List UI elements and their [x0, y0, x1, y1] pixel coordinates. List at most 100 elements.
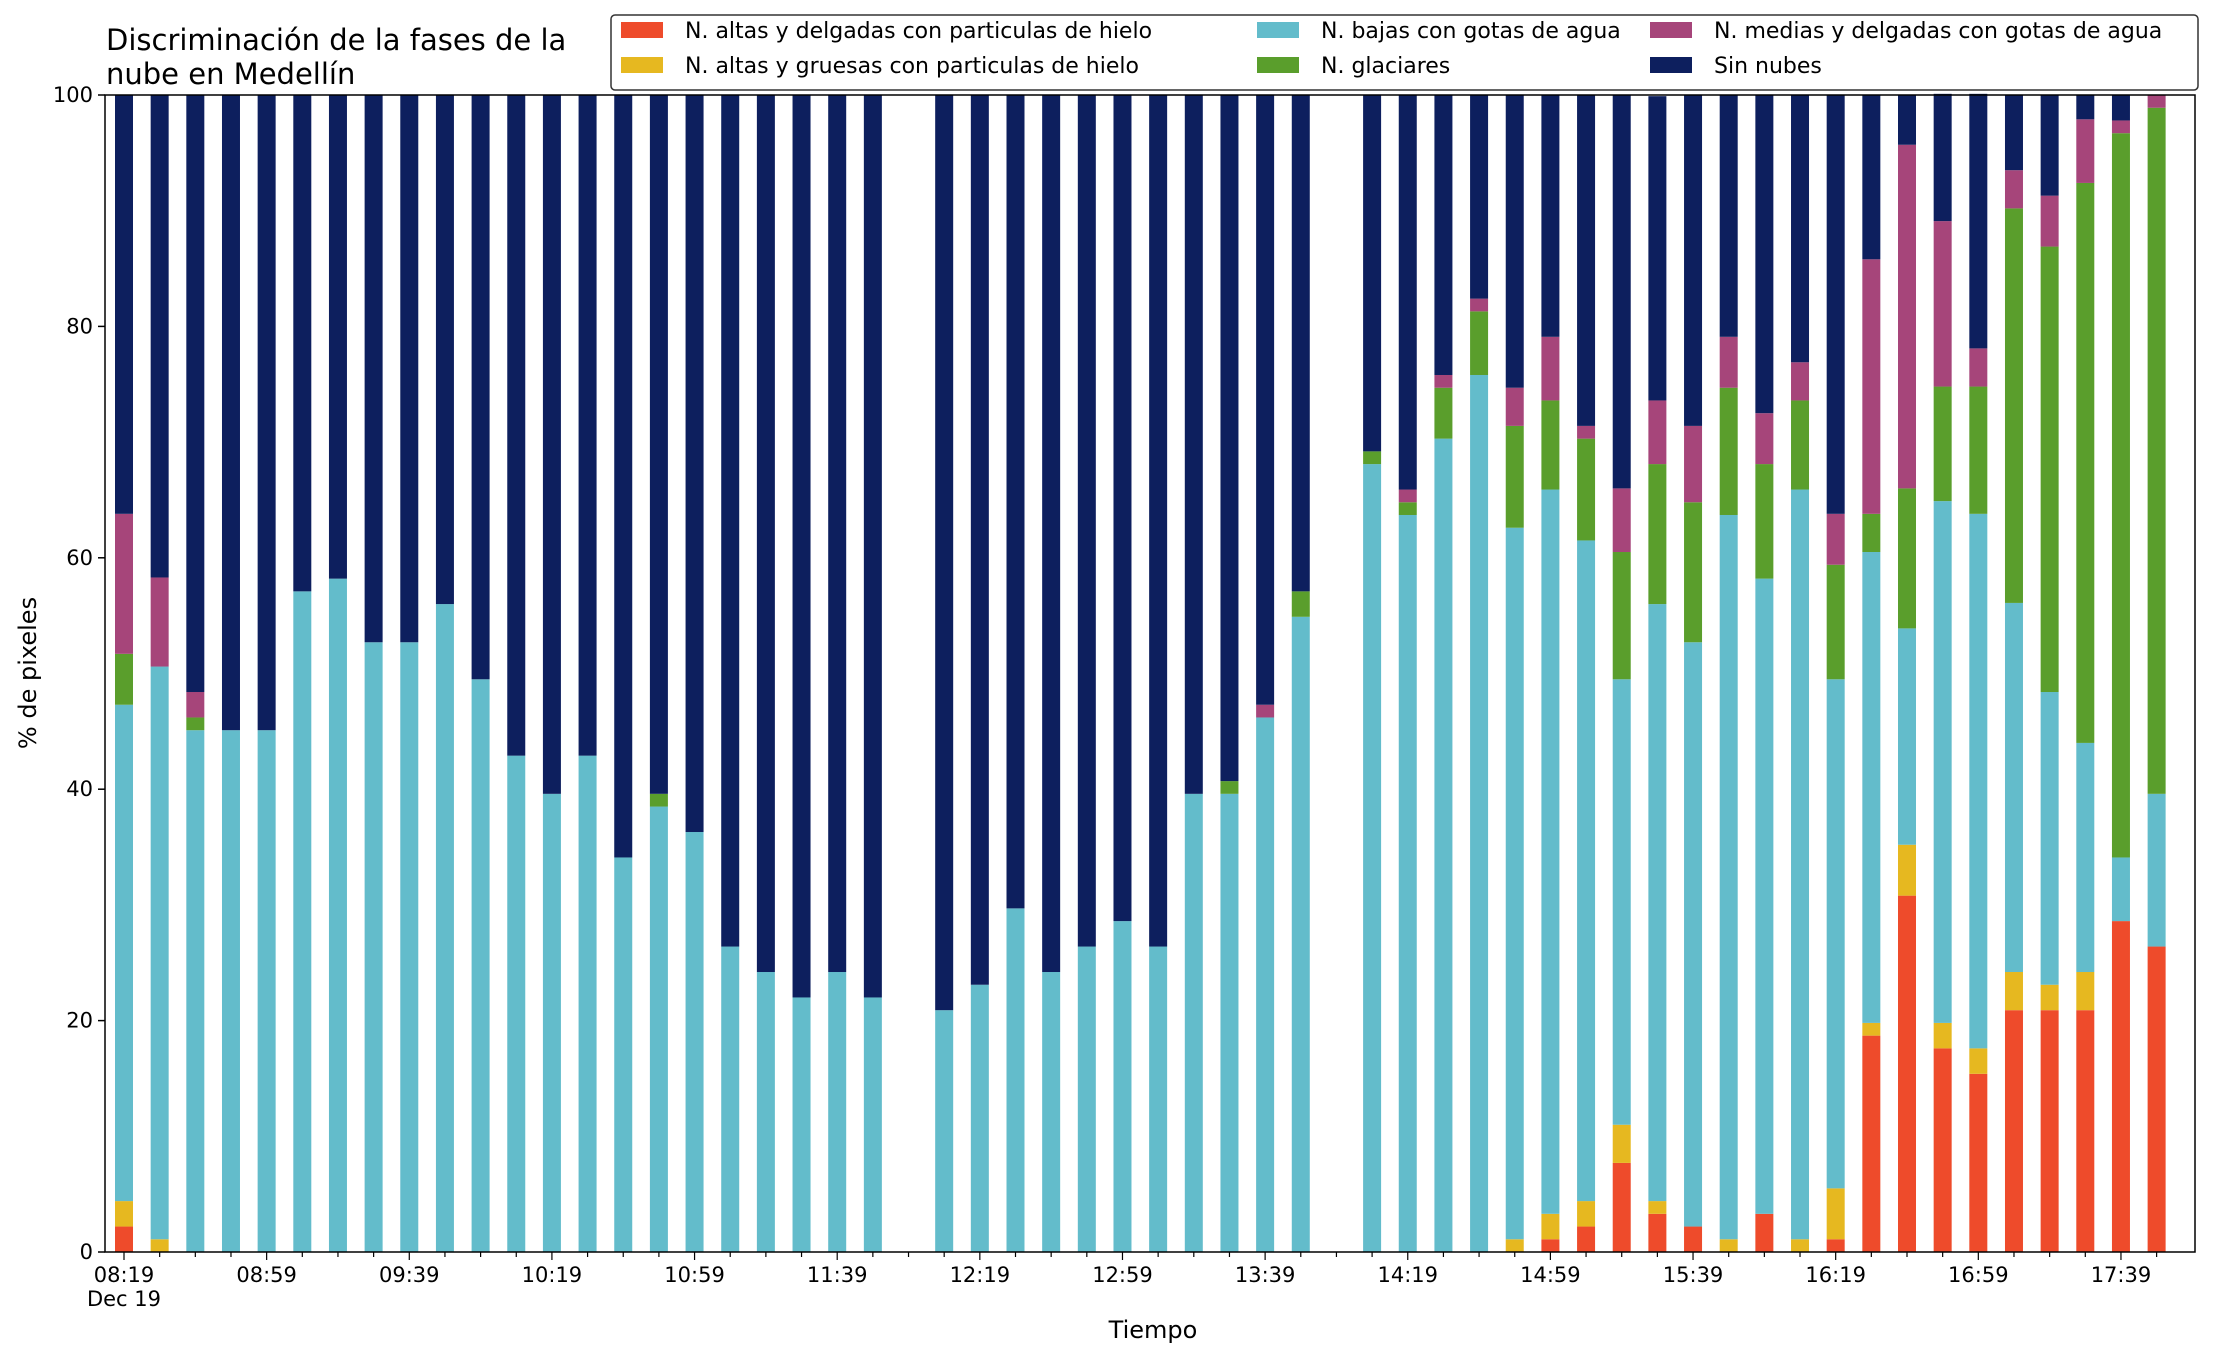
legend-swatch [1650, 57, 1692, 73]
bar-0949-series-2 [435, 604, 454, 1252]
bar-1559-series-2 [1755, 578, 1774, 1214]
bar-1409-series-3 [1363, 451, 1382, 465]
bar-1539-series-0 [1684, 1226, 1703, 1252]
bar-0839-series-4 [186, 692, 205, 718]
y-tick-label: 80 [66, 314, 93, 338]
x-tick-label: 08:19 [94, 1263, 155, 1287]
y-tick-label: 100 [53, 83, 93, 107]
bar-1639-series-1 [1898, 844, 1916, 896]
bar-1709-series-0 [2004, 1010, 2023, 1252]
bar-1459-series-2 [1541, 489, 1560, 1214]
legend-swatch [621, 22, 663, 38]
bar-1459-series-1 [1541, 1213, 1560, 1240]
bar-1659-series-4 [1969, 348, 1988, 387]
bar-1249-series-2 [1077, 946, 1096, 1252]
x-tick-label: 08:59 [236, 1263, 297, 1287]
x-tick-label: 14:19 [1377, 1263, 1438, 1287]
bar-1239-series-2 [1042, 972, 1061, 1252]
legend-label: N. altas y gruesas con particulas de hie… [685, 54, 1139, 79]
bar-1429-series-5 [1434, 95, 1453, 375]
chart-title-line-2: nube en Medellín [106, 57, 355, 91]
bar-1219-series-5 [970, 95, 989, 985]
bar-1439-series-4 [1470, 298, 1489, 312]
bar-1439-series-5 [1470, 95, 1489, 299]
bar-1549-series-4 [1719, 336, 1738, 388]
bar-1459-series-5 [1541, 95, 1560, 337]
bar-1509-series-2 [1577, 540, 1596, 1202]
bar-1639-series-4 [1898, 144, 1916, 489]
bar-1039-series-5 [614, 95, 633, 858]
bar-1529-series-2 [1648, 604, 1667, 1202]
bar-1609-series-3 [1791, 400, 1810, 490]
bar-1419-series-5 [1398, 95, 1417, 490]
bar-1709-series-2 [2004, 602, 2023, 972]
bar-1609-series-1 [1791, 1239, 1810, 1252]
bar-1149-series-5 [863, 95, 882, 998]
bar-0829-series-4 [150, 577, 169, 667]
x-tick-label: 09:39 [379, 1263, 440, 1287]
bar-0929-series-5 [364, 95, 383, 643]
bar-1649-series-3 [1933, 386, 1952, 502]
bar-1049-series-3 [649, 793, 668, 807]
x-tick-label: 14:59 [1520, 1263, 1581, 1287]
bar-1459-series-4 [1541, 336, 1560, 401]
bar-1649-series-5 [1933, 93, 1952, 222]
bar-1449-series-2 [1505, 527, 1524, 1240]
bar-1419-series-3 [1398, 502, 1417, 515]
bar-1049-series-5 [649, 95, 668, 794]
bar-1739-series-3 [2111, 133, 2130, 858]
bar-1619-series-2 [1826, 679, 1845, 1189]
bar-1539-series-5 [1684, 95, 1703, 426]
bar-1739-series-4 [2111, 120, 2130, 134]
legend-swatch [1257, 57, 1299, 73]
bar-0819-series-2 [115, 704, 133, 1202]
bar-1639-series-3 [1898, 488, 1916, 629]
bar-0839-series-2 [186, 730, 205, 1252]
bar-1659-series-2 [1969, 513, 1988, 1049]
legend-label: Sin nubes [1714, 54, 1822, 79]
bar-1329-series-2 [1220, 793, 1239, 1252]
bar-0839-series-3 [186, 717, 205, 731]
bar-1319-series-5 [1184, 95, 1203, 794]
x-tick-sublabel: Dec 19 [87, 1287, 161, 1311]
bar-1019-series-5 [542, 95, 561, 794]
bar-1719-series-4 [2040, 195, 2059, 247]
bar-1339-series-5 [1256, 95, 1275, 705]
bar-1739-series-2 [2111, 857, 2130, 922]
bar-1429-series-2 [1434, 438, 1453, 1252]
bar-1409-series-5 [1363, 95, 1382, 452]
bar-1249-series-5 [1077, 95, 1096, 947]
bar-0829-series-2 [150, 666, 169, 1240]
bar-1509-series-0 [1577, 1226, 1596, 1252]
legend: N. altas y delgadas con particulas de hi… [610, 14, 2199, 91]
x-tick-label: 10:59 [664, 1263, 725, 1287]
bar-0909-series-2 [293, 591, 312, 1252]
bar-1529-series-1 [1648, 1201, 1667, 1214]
bar-1229-series-5 [1006, 95, 1025, 909]
bar-0939-series-2 [400, 642, 419, 1252]
bar-1349-series-5 [1291, 95, 1310, 592]
bar-1259-series-5 [1113, 95, 1132, 922]
y-tick-label: 20 [66, 1009, 93, 1033]
bar-1419-series-2 [1398, 514, 1417, 1252]
bar-1729-series-1 [2076, 972, 2095, 1011]
bar-1719-series-1 [2040, 984, 2059, 1011]
bar-1139-series-2 [828, 972, 847, 1252]
x-axis-label: Tiempo [1108, 1316, 1198, 1344]
legend-label: N. glaciares [1321, 54, 1450, 79]
y-axis: 0 20 40 60 80 100 [53, 83, 105, 1264]
bar-0819-series-3 [115, 653, 133, 705]
bar-1629-series-5 [1862, 95, 1881, 260]
x-tick-label: 15:39 [1663, 1263, 1724, 1287]
bar-1129-series-5 [792, 95, 811, 998]
bar-1419-series-4 [1398, 489, 1417, 503]
bar-1329-series-5 [1220, 95, 1239, 782]
bar-1349-series-2 [1291, 616, 1310, 1252]
bar-1659-series-3 [1969, 386, 1988, 514]
bar-0909-series-5 [293, 95, 312, 592]
legend-label: N. medias y delgadas con gotas de agua [1714, 19, 2162, 44]
bar-1549-series-3 [1719, 387, 1738, 515]
bar-1649-series-1 [1933, 1022, 1952, 1049]
bar-1519-series-2 [1612, 679, 1631, 1125]
bar-1639-series-5 [1898, 95, 1916, 145]
